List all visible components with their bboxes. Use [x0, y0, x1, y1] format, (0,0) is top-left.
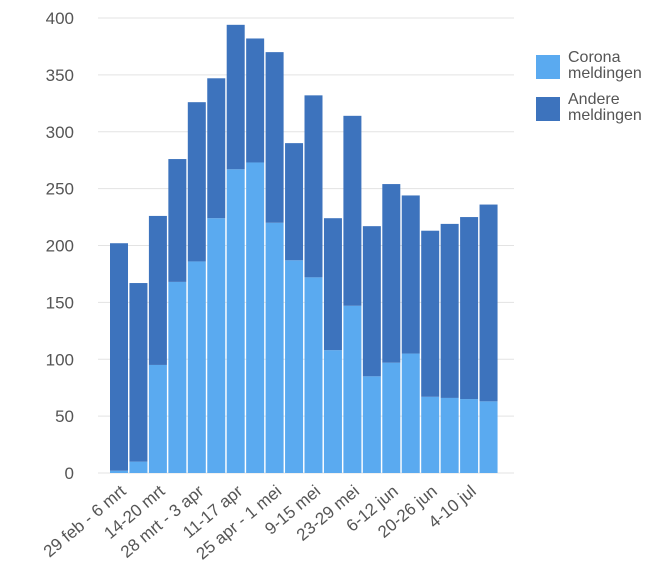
bar-corona[interactable] — [362, 376, 381, 473]
bar-corona[interactable] — [129, 461, 148, 474]
bar-corona[interactable] — [110, 470, 128, 473]
y-tick-label: 400 — [46, 9, 74, 28]
bar-andere[interactable] — [207, 78, 226, 219]
bar-andere[interactable] — [187, 102, 206, 262]
bar-corona[interactable] — [226, 169, 245, 474]
bar-corona[interactable] — [440, 397, 459, 473]
y-tick-label: 100 — [46, 350, 74, 369]
bar-corona[interactable] — [382, 362, 401, 473]
bar-andere[interactable] — [460, 217, 479, 400]
bar-andere[interactable] — [148, 215, 167, 365]
bar-corona[interactable] — [323, 350, 342, 473]
legend-label-andere: Andere meldingen — [568, 91, 642, 124]
bar-andere[interactable] — [382, 184, 401, 363]
bar-andere[interactable] — [323, 218, 342, 351]
bar-andere[interactable] — [226, 24, 245, 170]
bar-corona[interactable] — [246, 162, 265, 473]
bar-corona[interactable] — [421, 396, 440, 473]
y-axis: 0 50 100 150 200 250 300 350 400 — [46, 9, 74, 483]
legend-swatch-andere — [536, 97, 560, 121]
bar-andere[interactable] — [401, 195, 420, 354]
bars — [110, 24, 498, 474]
legend-swatch-corona — [536, 55, 560, 79]
legend: Corona meldingen Andere meldingen — [536, 50, 668, 134]
bar-andere[interactable] — [285, 143, 304, 261]
bar-andere[interactable] — [168, 159, 187, 282]
bar-corona[interactable] — [479, 401, 498, 473]
legend-label-corona: Corona meldingen — [568, 49, 642, 82]
bar-andere[interactable] — [479, 204, 498, 402]
legend-item-corona[interactable]: Corona meldingen — [536, 50, 668, 82]
bar-andere[interactable] — [265, 52, 284, 223]
y-tick-label: 200 — [46, 237, 74, 256]
bar-corona[interactable] — [343, 305, 362, 473]
bar-corona[interactable] — [304, 277, 323, 473]
bar-andere[interactable] — [304, 95, 323, 278]
y-tick-label: 150 — [46, 293, 74, 312]
bar-andere[interactable] — [343, 115, 362, 306]
bar-corona[interactable] — [401, 353, 420, 473]
bar-andere[interactable] — [421, 230, 440, 397]
bar-andere[interactable] — [246, 38, 265, 163]
y-tick-label: 350 — [46, 66, 74, 85]
y-tick-label: 50 — [55, 407, 74, 426]
bar-corona[interactable] — [265, 222, 284, 473]
bar-andere[interactable] — [362, 226, 381, 377]
bar-corona[interactable] — [148, 364, 167, 473]
bar-corona[interactable] — [285, 260, 304, 473]
bar-andere[interactable] — [110, 243, 128, 471]
bar-andere[interactable] — [129, 283, 148, 462]
bar-corona[interactable] — [187, 261, 206, 473]
y-tick-label: 250 — [46, 180, 74, 199]
legend-item-andere[interactable]: Andere meldingen — [536, 92, 668, 124]
bar-andere[interactable] — [440, 223, 459, 398]
bar-corona[interactable] — [168, 281, 187, 473]
y-tick-label: 300 — [46, 123, 74, 142]
bar-corona[interactable] — [460, 399, 479, 473]
bar-corona[interactable] — [207, 218, 226, 473]
y-tick-label: 0 — [65, 464, 74, 483]
